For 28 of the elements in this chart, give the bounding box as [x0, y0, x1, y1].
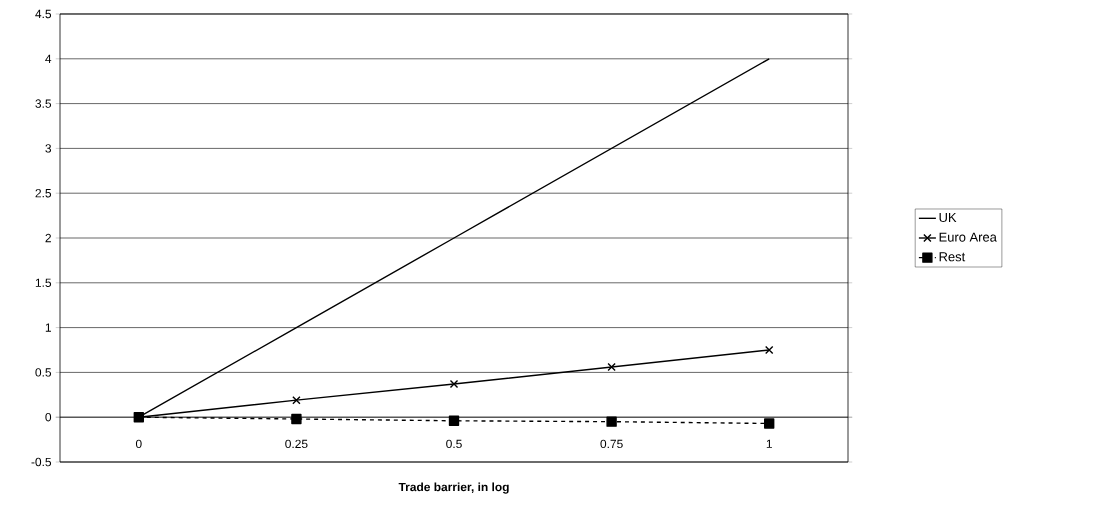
point: [764, 418, 775, 429]
y-tick-label: 3: [45, 144, 52, 153]
point: [291, 413, 302, 425]
x-axis-title: Trade barrier, in log: [398, 482, 509, 494]
point: [292, 395, 301, 405]
legend-label: Rest: [939, 252, 966, 262]
point: [606, 416, 617, 427]
x-tick-label: 1: [766, 439, 772, 448]
y-tick-label: 0.5: [35, 368, 52, 377]
point: [764, 345, 774, 355]
legend-label: Euro Area: [939, 232, 997, 242]
point: [449, 379, 459, 389]
x-tick-label: 0.5: [446, 439, 462, 449]
point: [448, 415, 460, 426]
y-tick-label: -0.5: [31, 457, 52, 467]
y-tick-label: 4.5: [35, 9, 52, 19]
x-tick-label: 0: [135, 439, 142, 449]
y-tick-label: 2: [45, 233, 51, 243]
y-tick-label: 4: [45, 54, 52, 63]
y-tick-label: 2.5: [35, 188, 52, 198]
x-tick-label: 0.25: [285, 439, 308, 449]
point: [607, 362, 616, 372]
y-tick-label: 1.5: [35, 278, 52, 287]
y-tick-label: 3.5: [35, 99, 52, 108]
y-tick-label: 0: [45, 412, 52, 422]
x-tick-label: 0.75: [600, 439, 623, 449]
y-tick-label: 1: [45, 323, 51, 332]
legend-label: UK: [939, 212, 957, 223]
